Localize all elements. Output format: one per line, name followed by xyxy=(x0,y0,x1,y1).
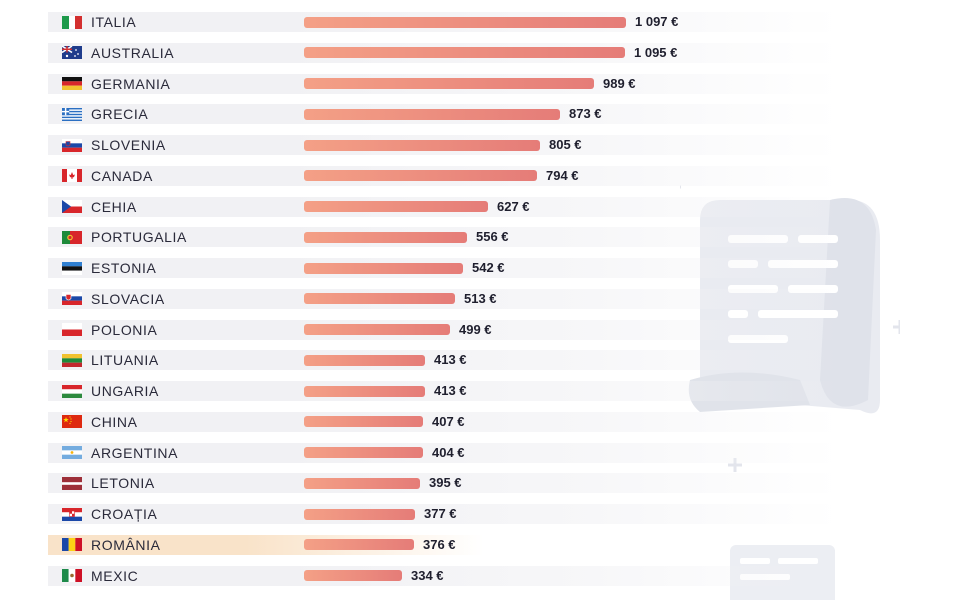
bar-italia xyxy=(304,16,626,28)
value-label-slovenia: 805 € xyxy=(549,137,582,152)
germany-flag-icon xyxy=(62,77,82,90)
bar-china xyxy=(304,416,423,428)
bar-slovacia xyxy=(304,293,455,305)
bar-slovenia xyxy=(304,139,540,151)
bar-lituania xyxy=(304,354,425,366)
country-label-polonia: POLONIA xyxy=(91,321,158,338)
bar-estonia xyxy=(304,262,463,274)
row-background-mexic xyxy=(48,565,840,586)
row-background-ungaria xyxy=(48,381,840,401)
slovenia-flag-icon xyxy=(62,138,82,152)
slovakia-flag-icon xyxy=(62,292,82,306)
country-label-ungaria: UNGARIA xyxy=(91,383,159,399)
value-label-argentina: 404 € xyxy=(432,444,465,460)
bar-cehia xyxy=(304,201,488,212)
bar-canada xyxy=(304,170,537,182)
country-label-croatia: CROAȚIA xyxy=(91,506,158,522)
argentina-flag-icon xyxy=(62,446,82,459)
value-label-australia: 1 095 € xyxy=(634,44,678,60)
bar-ungaria xyxy=(304,385,425,397)
value-label-grecia: 873 € xyxy=(569,106,602,122)
country-label-china: CHINA xyxy=(91,413,138,430)
row-background-letonia xyxy=(48,473,840,494)
value-label-china: 407 € xyxy=(432,413,465,429)
poland-flag-icon xyxy=(62,323,82,336)
mexico-flag-icon xyxy=(62,569,82,582)
value-label-germania: 989 € xyxy=(603,75,636,91)
country-label-argentina: ARGENTINA xyxy=(91,444,179,461)
value-label-lituania: 413 € xyxy=(434,352,467,368)
australia-flag-icon xyxy=(62,46,82,60)
country-label-germania: GERMANIA xyxy=(91,75,171,92)
romania-flag-icon xyxy=(62,538,82,552)
country-label-grecia: GRECIA xyxy=(91,106,149,123)
value-label-mexic: 334 € xyxy=(411,567,444,583)
bar-romania xyxy=(304,539,414,551)
country-label-letonia: LETONIA xyxy=(91,475,155,492)
bar-croatia xyxy=(304,508,415,520)
bar-australia xyxy=(304,47,625,59)
value-label-portugalia: 556 € xyxy=(476,229,509,245)
canada-flag-icon xyxy=(62,169,82,183)
row-background-lituania xyxy=(48,350,840,371)
row-background-croatia xyxy=(48,504,840,524)
bar-letonia xyxy=(304,477,420,489)
country-label-romania: ROMÂNIA xyxy=(91,536,161,553)
value-label-slovacia: 513 € xyxy=(464,290,497,306)
china-flag-icon xyxy=(62,415,82,429)
value-label-romania: 376 € xyxy=(423,536,456,552)
value-label-letonia: 395 € xyxy=(429,475,462,491)
country-label-mexic: MEXIC xyxy=(91,567,139,584)
greece-flag-icon xyxy=(62,107,82,121)
bar-mexic xyxy=(304,570,402,581)
latvia-flag-icon xyxy=(62,476,82,490)
country-label-italia: ITALIA xyxy=(91,14,137,30)
italy-flag-icon xyxy=(62,15,82,29)
lithuania-flag-icon xyxy=(62,353,82,367)
bar-grecia xyxy=(304,108,560,120)
country-label-slovenia: SLOVENIA xyxy=(91,137,166,153)
croatia-flag-icon xyxy=(62,507,82,521)
row-background-argentina xyxy=(48,442,840,463)
hungary-flag-icon xyxy=(62,384,82,398)
estonia-flag-icon xyxy=(62,261,82,275)
value-label-polonia: 499 € xyxy=(459,321,492,337)
value-label-estonia: 542 € xyxy=(472,260,505,275)
value-label-cehia: 627 € xyxy=(497,198,530,214)
bar-polonia xyxy=(304,324,450,335)
row-background-romania xyxy=(48,534,840,555)
value-label-ungaria: 413 € xyxy=(434,383,467,398)
value-label-italia: 1 097 € xyxy=(635,14,679,29)
row-background-china xyxy=(48,411,840,432)
value-label-canada: 794 € xyxy=(546,167,579,183)
bar-portugalia xyxy=(304,231,467,243)
portugal-flag-icon xyxy=(62,230,82,244)
bar-argentina xyxy=(304,447,423,458)
country-label-slovacia: SLOVACIA xyxy=(91,290,165,307)
value-label-croatia: 377 € xyxy=(424,506,457,521)
country-label-lituania: LITUANIA xyxy=(91,352,159,369)
country-label-cehia: CEHIA xyxy=(91,198,137,215)
bar-germania xyxy=(304,78,594,89)
country-label-portugalia: PORTUGALIA xyxy=(91,229,187,246)
country-label-canada: CANADA xyxy=(91,167,153,184)
country-label-estonia: ESTONIA xyxy=(91,260,157,276)
czechia-flag-icon xyxy=(62,200,82,213)
country-label-australia: AUSTRALIA xyxy=(91,44,175,61)
